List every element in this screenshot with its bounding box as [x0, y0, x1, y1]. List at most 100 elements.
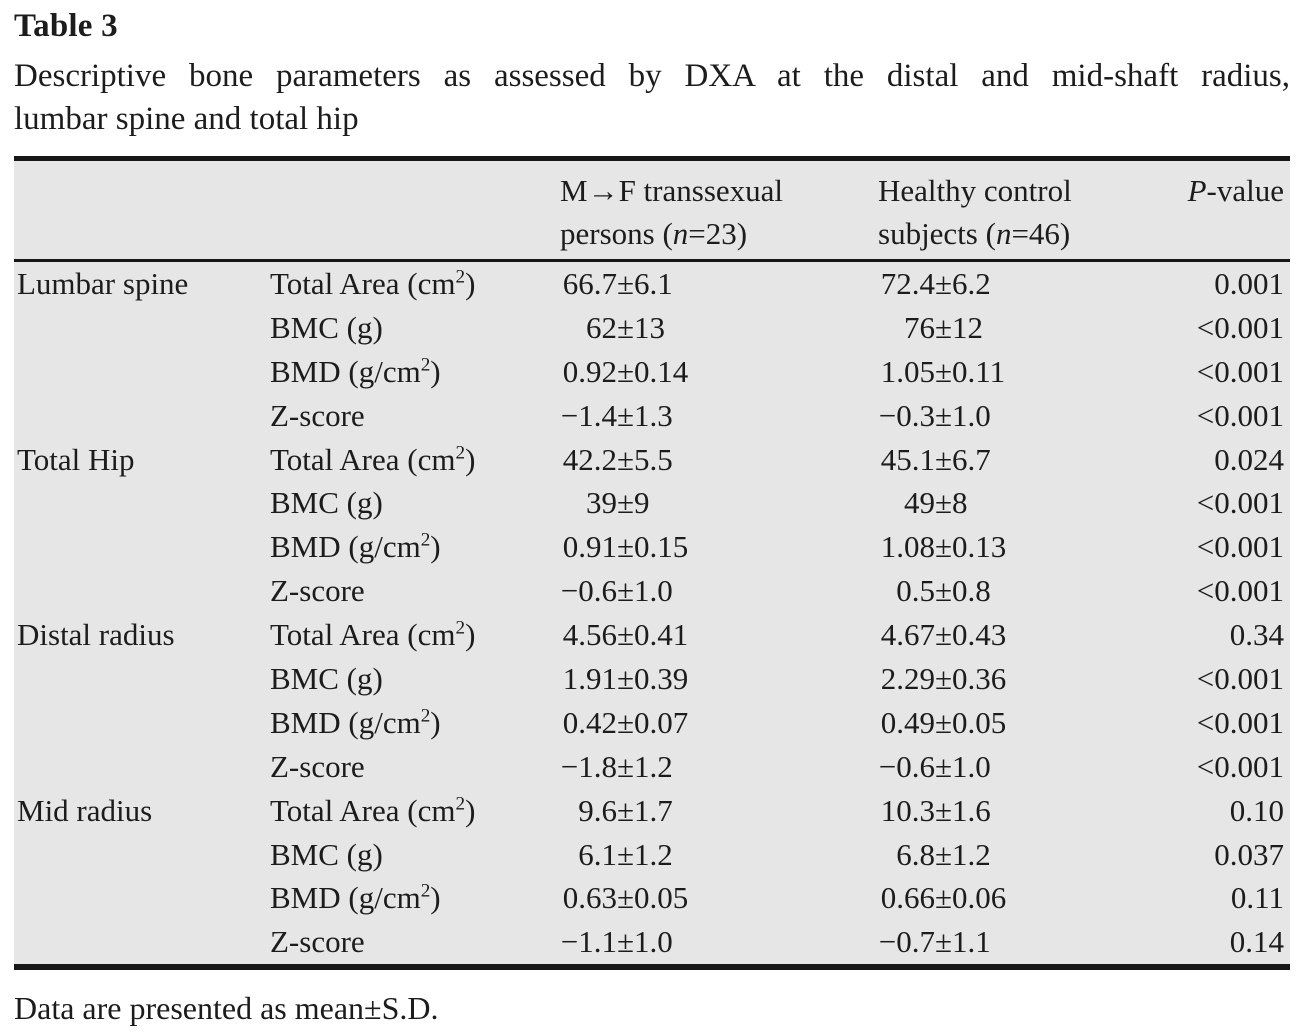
region-label [14, 833, 270, 877]
p-value-cell: <0.001 [1196, 353, 1284, 389]
table-row: BMC (g) 39±9 49±8 <0.001 [14, 481, 1290, 525]
region-label: Mid radius [17, 792, 153, 828]
table-row: BMC (g) 62±13 76±12 <0.001 [14, 306, 1290, 350]
column-header-transsexual-group: M→F transsexual persons (n=23) [560, 169, 878, 255]
value-cell-transsexual: −1.1±1.0 [560, 924, 673, 960]
value-cell-transsexual: 0.92±0.14 [562, 353, 689, 389]
table-row: Z-score −1.1±1.0 −0.7±1.1 0.14 [14, 920, 1290, 964]
value-cell-transsexual: 0.42±0.07 [562, 704, 689, 740]
parameter-label: BMC (g) [270, 836, 383, 872]
table-row: Total Hip Total Area (cm2) 42.2±5.5 45.1±6.… [14, 438, 1290, 482]
table-caption: Descriptive bone parameters as assessed … [14, 55, 1290, 141]
region-label [14, 745, 270, 789]
table-row: Z-score −0.6±1.0 0.5±0.8 <0.001 [14, 569, 1290, 613]
region-label: Distal radius [17, 617, 175, 653]
region-label [14, 525, 270, 569]
value-cell-control: 10.3±1.6 [880, 792, 991, 828]
p-value-cell: <0.001 [1196, 529, 1284, 565]
region-label [14, 481, 270, 525]
region-label [14, 394, 270, 438]
value-cell-control: 45.1±6.7 [880, 441, 991, 477]
value-cell-control: 6.8±1.2 [896, 836, 991, 872]
value-cell-control: 0.49±0.05 [880, 704, 1007, 740]
p-value-cell: <0.001 [1196, 748, 1284, 784]
column-header-line: M→F transsexual [560, 173, 784, 208]
value-cell-control: 4.67±0.43 [880, 617, 1007, 653]
caption-line-1: Descriptive bone parameters as assessed … [14, 58, 1290, 94]
table-row: Lumbar spine Total Area (cm2) 66.7±6.1 72.4… [14, 262, 1290, 306]
data-table: M→F transsexual persons (n=23) Healthy c… [14, 156, 1290, 971]
p-value-cell: <0.001 [1196, 485, 1284, 521]
region-label [14, 306, 270, 350]
table-row: Mid radius Total Area (cm2) 9.6±1.7 10.3±1.… [14, 789, 1290, 833]
header-region-spacer [14, 169, 270, 255]
table-footnote: Data are presented as mean±S.D. [14, 990, 439, 1027]
value-cell-control: 2.29±0.36 [880, 661, 1007, 697]
value-cell-transsexual: 6.1±1.2 [578, 836, 673, 872]
table-body: Lumbar spine Total Area (cm2) 66.7±6.1 72.4… [14, 262, 1290, 964]
value-cell-control: −0.6±1.0 [878, 748, 991, 784]
p-value-cell: <0.001 [1196, 661, 1284, 697]
value-cell-transsexual: 0.91±0.15 [562, 529, 689, 565]
value-cell-transsexual: −0.6±1.0 [560, 573, 673, 609]
parameter-label: Total Area (cm2) [270, 617, 476, 653]
value-cell-control: −0.7±1.1 [878, 924, 991, 960]
table-row: Distal radius Total Area (cm2) 4.56±0.41 4.… [14, 613, 1290, 657]
region-label [14, 920, 270, 964]
p-value-cell: 0.14 [1229, 924, 1284, 960]
table-row: Z-score −1.4±1.3 −0.3±1.0 <0.001 [14, 394, 1290, 438]
p-value-cell: <0.001 [1196, 704, 1284, 740]
parameter-label: Total Area (cm2) [270, 266, 476, 301]
parameter-label: Z-score [270, 748, 365, 784]
value-cell-control: 0.66±0.06 [880, 880, 1007, 916]
column-header-line: subjects (n=46) [878, 216, 1071, 251]
region-label [14, 701, 270, 745]
table-row: Z-score −1.8±1.2 −0.6±1.0 <0.001 [14, 745, 1290, 789]
p-value-cell: <0.001 [1196, 309, 1284, 345]
parameter-label: BMC (g) [270, 309, 383, 345]
table-row: BMD (g/cm2) 0.63±0.05 0.66±0.06 0.11 [14, 876, 1290, 920]
value-cell-control: −0.3±1.0 [878, 397, 991, 433]
region-label [14, 350, 270, 394]
p-value-cell: 0.10 [1229, 792, 1284, 828]
value-cell-transsexual: 4.56±0.41 [562, 617, 689, 653]
header-parameter-spacer [270, 169, 560, 255]
region-label [14, 876, 270, 920]
p-value-cell: <0.001 [1196, 397, 1284, 433]
table-header-row: M→F transsexual persons (n=23) Healthy c… [14, 161, 1290, 262]
parameter-label: BMC (g) [270, 661, 383, 697]
p-value-cell: 0.001 [1214, 266, 1284, 301]
region-label [14, 657, 270, 701]
table-row: BMC (g) 1.91±0.39 2.29±0.36 <0.001 [14, 657, 1290, 701]
value-cell-transsexual: 66.7±6.1 [562, 266, 673, 301]
value-cell-control: 1.08±0.13 [880, 529, 1007, 565]
value-cell-transsexual: 39±9 [586, 485, 650, 521]
parameter-label: Z-score [270, 924, 365, 960]
value-cell-transsexual: −1.8±1.2 [560, 748, 673, 784]
p-value-cell: <0.001 [1196, 573, 1284, 609]
value-cell-control: 76±12 [904, 309, 984, 345]
parameter-label: Total Area (cm2) [270, 792, 476, 828]
parameter-label: BMD (g/cm2) [270, 704, 441, 740]
value-cell-control: 49±8 [904, 485, 968, 521]
value-cell-transsexual: 42.2±5.5 [562, 441, 673, 477]
parameter-label: Z-score [270, 573, 365, 609]
column-header-control-group: Healthy control subjects (n=46) [878, 169, 1173, 255]
caption-line-2: lumbar spine and total hip [14, 101, 359, 137]
table-row: BMC (g) 6.1±1.2 6.8±1.2 0.037 [14, 833, 1290, 877]
value-cell-transsexual: 9.6±1.7 [578, 792, 673, 828]
p-value-cell: 0.11 [1230, 880, 1284, 916]
column-header-line: persons (n=23) [560, 216, 748, 251]
table-row: BMD (g/cm2) 0.91±0.15 1.08±0.13 <0.001 [14, 525, 1290, 569]
table-number-title: Table 3 [14, 8, 118, 44]
parameter-label: Z-score [270, 397, 365, 433]
parameter-label: Total Area (cm2) [270, 441, 476, 477]
value-cell-transsexual: 62±13 [586, 309, 666, 345]
column-header-p-value: P-value [1187, 173, 1284, 208]
region-label [14, 569, 270, 613]
value-cell-transsexual: 0.63±0.05 [562, 880, 689, 916]
parameter-label: BMD (g/cm2) [270, 880, 441, 916]
value-cell-transsexual: 1.91±0.39 [562, 661, 689, 697]
region-label: Lumbar spine [17, 266, 189, 301]
parameter-label: BMD (g/cm2) [270, 353, 441, 389]
